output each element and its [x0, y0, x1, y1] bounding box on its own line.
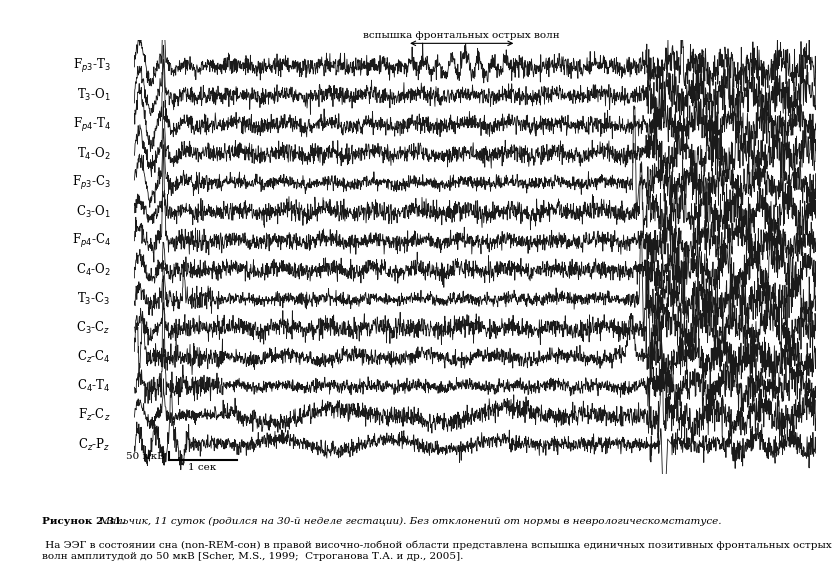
Text: C$_3$-O$_1$: C$_3$-O$_1$ — [76, 204, 111, 220]
Text: C$_z$-P$_z$: C$_z$-P$_z$ — [78, 436, 111, 452]
Text: F$_{p4}$-T$_4$: F$_{p4}$-T$_4$ — [72, 115, 111, 134]
Text: T$_3$-C$_3$: T$_3$-C$_3$ — [77, 291, 111, 307]
Text: F$_{p4}$-C$_4$: F$_{p4}$-C$_4$ — [72, 232, 111, 250]
Text: T$_3$-O$_1$: T$_3$-O$_1$ — [77, 87, 111, 103]
Text: F$_{p3}$-T$_3$: F$_{p3}$-T$_3$ — [73, 57, 111, 75]
Text: C$_4$-T$_4$: C$_4$-T$_4$ — [77, 378, 111, 394]
Text: C$_z$-C$_4$: C$_z$-C$_4$ — [77, 349, 111, 365]
Text: На ЭЭГ в состоянии сна (non-REM-сон) в правой височно-лобной области представлен: На ЭЭГ в состоянии сна (non-REM-сон) в п… — [42, 541, 831, 561]
Text: F$_z$-C$_z$: F$_z$-C$_z$ — [78, 408, 111, 424]
Text: C$_3$-C$_z$: C$_3$-C$_z$ — [77, 320, 111, 336]
Text: Рисунок 2.31.: Рисунок 2.31. — [42, 517, 125, 526]
Text: C$_4$-O$_2$: C$_4$-O$_2$ — [76, 262, 111, 278]
Text: вспышка фронтальных острых волн: вспышка фронтальных острых волн — [363, 31, 560, 40]
Text: F$_{p3}$-C$_3$: F$_{p3}$-C$_3$ — [72, 174, 111, 192]
Text: T$_4$-O$_2$: T$_4$-O$_2$ — [77, 146, 111, 162]
Text: Мальчик, 11 суток (родился на 30-й неделе гестации). Без отклонений от нормы в н: Мальчик, 11 суток (родился на 30-й недел… — [93, 517, 722, 526]
Text: 1 сек: 1 сек — [188, 463, 217, 471]
Text: 50 мкВ: 50 мкВ — [127, 452, 165, 461]
